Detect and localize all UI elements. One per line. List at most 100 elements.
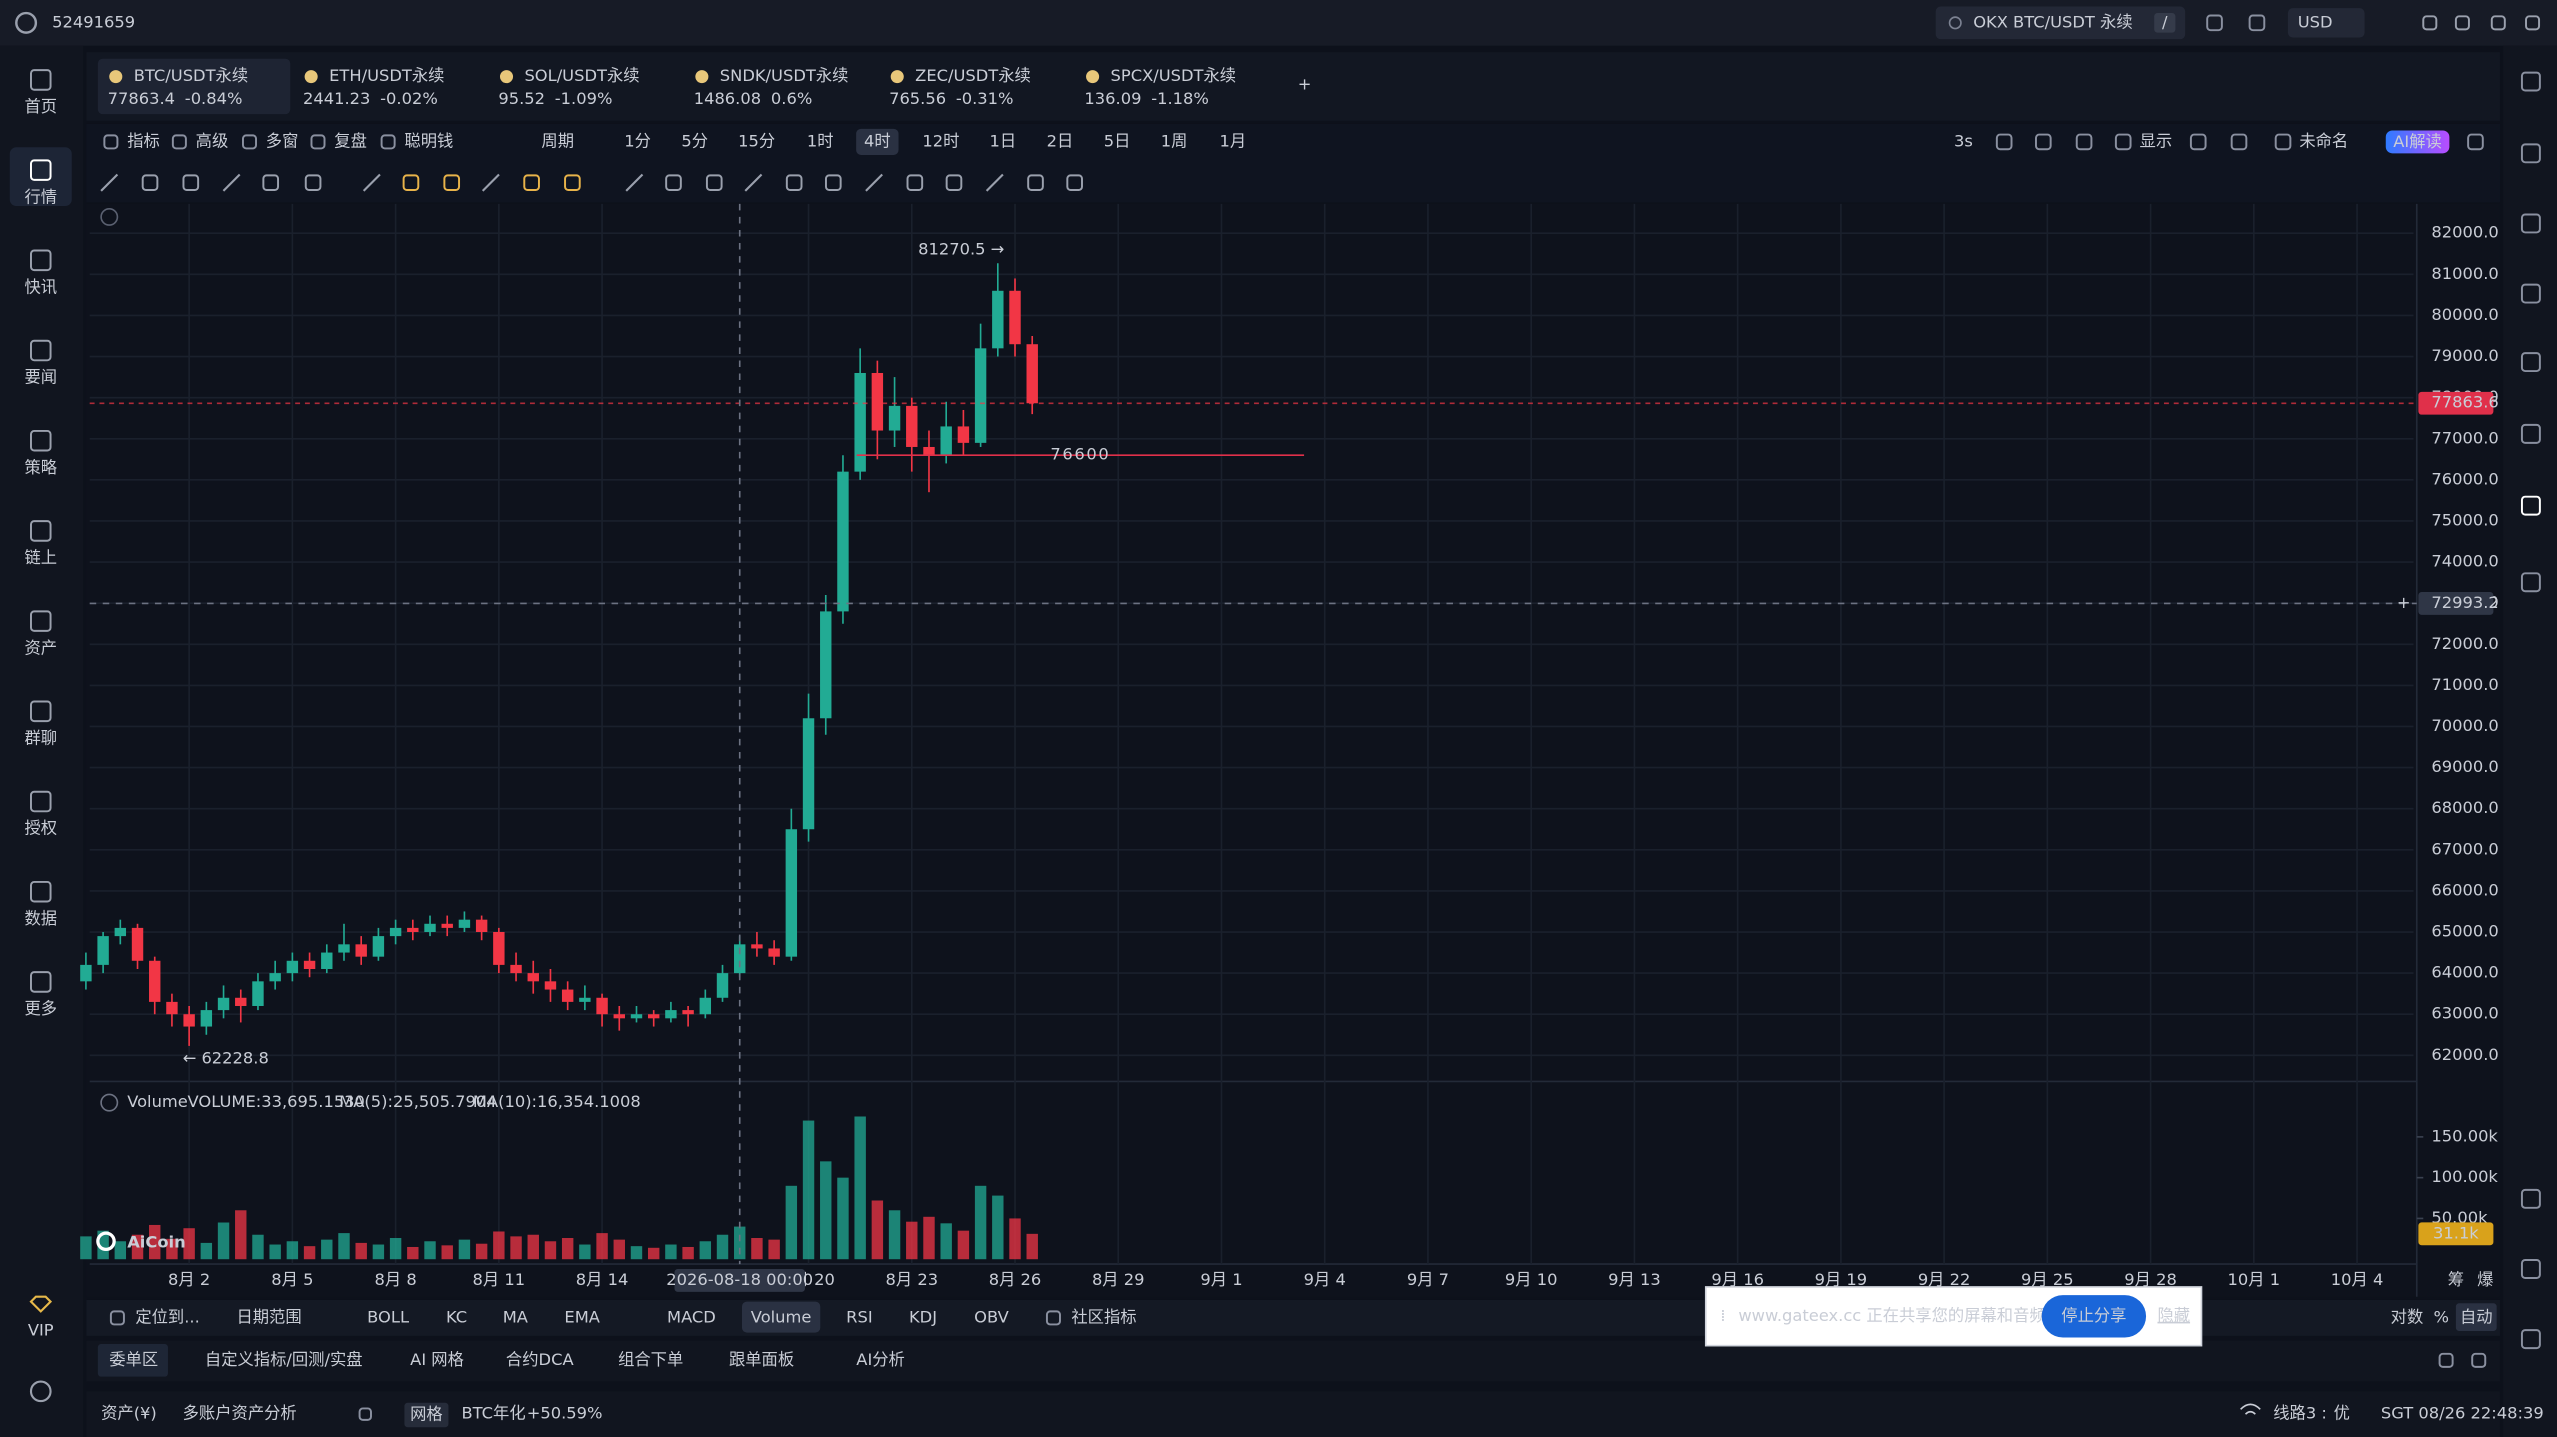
y-tick-label: 71000.0 — [2431, 675, 2498, 694]
bottom-tab[interactable]: AI分析 — [856, 1350, 905, 1369]
nav-item[interactable]: 数据 — [24, 909, 57, 928]
tab-change: -1.18% — [1151, 89, 1209, 108]
draw-tool[interactable] — [222, 173, 241, 192]
draw-tool[interactable] — [985, 173, 1004, 192]
nav-item[interactable]: 链上 — [24, 548, 57, 567]
sub-indicator[interactable]: RSI — [846, 1307, 872, 1326]
main-indicator[interactable]: KC — [446, 1307, 467, 1326]
period[interactable]: 1分 — [624, 131, 651, 150]
main-indicator[interactable]: BOLL — [367, 1307, 409, 1326]
chart-settings[interactable] — [100, 207, 119, 226]
x-tick-label: 9月 16 — [1711, 1270, 1764, 1289]
period[interactable]: 1时 — [807, 131, 834, 150]
tab-symbol[interactable]: ZEC/USDT永续 — [915, 66, 1031, 85]
nav-item[interactable]: 授权 — [24, 819, 57, 838]
draw-tool[interactable] — [481, 173, 500, 192]
x-tick-label: 9月 13 — [1608, 1270, 1661, 1289]
period[interactable]: 12时 — [922, 131, 959, 150]
settings-icon[interactable] — [29, 1380, 52, 1403]
tool[interactable]: 指标 — [127, 131, 160, 150]
period[interactable]: 1周 — [1161, 131, 1188, 150]
tab-symbol[interactable]: SOL/USDT永续 — [524, 66, 639, 85]
tab-symbol[interactable]: ETH/USDT永续 — [329, 66, 444, 85]
locate[interactable]: 定位到... — [135, 1307, 199, 1326]
analysis[interactable]: 多账户资产分析 — [183, 1404, 297, 1423]
bottom-tab[interactable]: 合约DCA — [506, 1350, 575, 1369]
legend-toggle[interactable] — [100, 1093, 119, 1112]
volume-bar — [544, 1241, 557, 1260]
x-tick-label: 10月 4 — [2331, 1270, 2384, 1289]
draw-tool[interactable] — [362, 173, 381, 192]
period[interactable]: 1日 — [990, 131, 1017, 150]
tool[interactable]: 多窗 — [266, 131, 299, 150]
nav-item[interactable]: 首页 — [24, 97, 57, 116]
tab-symbol[interactable]: BTC/USDT永续 — [134, 66, 248, 85]
community[interactable]: 社区指标 — [1071, 1307, 1136, 1326]
volume-bar — [957, 1230, 970, 1260]
period[interactable]: 4时 — [864, 131, 891, 150]
volume-bar — [665, 1244, 677, 1260]
draw-tool[interactable] — [625, 173, 644, 192]
assets[interactable]: 资产(¥) — [101, 1404, 157, 1423]
tool[interactable]: 聪明钱 — [404, 131, 453, 150]
period[interactable]: 5日 — [1104, 131, 1131, 150]
tab-symbol[interactable]: SNDK/USDT永续 — [720, 66, 849, 85]
candle-body — [768, 948, 780, 957]
candle-body — [682, 1010, 694, 1015]
draw-tool[interactable] — [865, 173, 883, 192]
ai-badge[interactable] — [2385, 130, 2450, 154]
percent-scale[interactable]: % — [2433, 1307, 2448, 1326]
bottom-tab[interactable]: AI 网格 — [410, 1350, 464, 1369]
main-indicator[interactable]: EMA — [564, 1307, 600, 1326]
candle-body — [458, 919, 471, 928]
bottom-tab[interactable]: 自定义指标/回测/实盘 — [205, 1350, 363, 1369]
sub-indicator[interactable]: MACD — [667, 1307, 716, 1326]
hide-share[interactable]: 隐藏 — [2157, 1306, 2190, 1325]
candle-body — [992, 290, 1004, 349]
period-label[interactable]: 周期 — [541, 131, 574, 150]
sub-indicator[interactable]: OBV — [974, 1307, 1010, 1326]
search-box[interactable] — [1935, 6, 2186, 40]
axis-button[interactable]: 爆 — [2477, 1270, 2493, 1289]
nav-item[interactable]: 要闻 — [24, 368, 57, 387]
auto-scale[interactable]: 自动 — [2460, 1307, 2493, 1326]
tab-symbol[interactable]: SPCX/USDT永续 — [1111, 66, 1237, 85]
refresh[interactable]: 3s — [1954, 131, 1973, 150]
bottom-tab[interactable]: 跟单面板 — [729, 1350, 794, 1369]
tab-change: -0.31% — [956, 89, 1014, 108]
y-tick-label: 68000.0 — [2431, 798, 2498, 817]
nav-item[interactable]: 资产 — [24, 638, 57, 657]
layout-name[interactable]: 未命名 — [2299, 131, 2348, 150]
sub-indicator[interactable]: Volume — [751, 1307, 812, 1326]
draw-tool[interactable] — [744, 173, 763, 192]
stop-share-btn[interactable] — [2041, 1295, 2147, 1338]
add-tab[interactable]: + — [1298, 74, 1312, 93]
axis-button[interactable]: 筹 — [2448, 1270, 2464, 1289]
nav-item[interactable]: 快讯 — [24, 278, 57, 297]
tool[interactable]: 复盘 — [334, 131, 367, 150]
currency-select[interactable] — [2287, 8, 2365, 38]
nav-item[interactable]: 策略 — [24, 458, 57, 477]
sub-indicator[interactable]: KDJ — [909, 1307, 937, 1326]
volume-bar — [372, 1244, 385, 1260]
nav-item[interactable]: 行情 — [24, 187, 57, 206]
main-indicator[interactable]: MA — [503, 1307, 529, 1326]
nav-icon — [30, 880, 52, 903]
period[interactable]: 5分 — [681, 131, 708, 150]
nav-item[interactable]: 群聊 — [24, 729, 57, 748]
display[interactable]: 显示 — [2140, 131, 2173, 150]
period[interactable]: 15分 — [738, 131, 775, 150]
bottom-tab[interactable]: 委单区 — [109, 1350, 158, 1369]
draw-tool[interactable] — [100, 173, 119, 192]
bottom-tab[interactable]: 组合下单 — [618, 1350, 683, 1369]
vip[interactable]: VIP — [28, 1320, 54, 1339]
side-icon — [2520, 213, 2541, 234]
nav-item[interactable]: 更多 — [24, 999, 57, 1018]
log-scale[interactable]: 对数 — [2391, 1307, 2424, 1326]
candle-body — [974, 348, 987, 443]
tool[interactable]: 高级 — [196, 131, 229, 150]
period[interactable]: 2日 — [1047, 131, 1074, 150]
period[interactable]: 1月 — [1220, 131, 1247, 150]
toolbar-icon — [2230, 133, 2248, 151]
date-range[interactable]: 日期范围 — [236, 1307, 301, 1326]
